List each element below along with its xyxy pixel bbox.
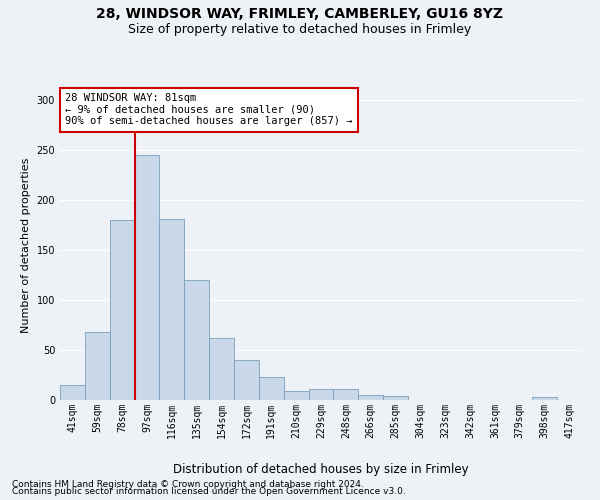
Y-axis label: Number of detached properties: Number of detached properties [21, 158, 31, 332]
Bar [308, 389, 334, 400]
Text: Contains HM Land Registry data © Crown copyright and database right 2024.: Contains HM Land Registry data © Crown c… [12, 480, 364, 489]
Bar [85, 332, 110, 400]
Text: Distribution of detached houses by size in Frimley: Distribution of detached houses by size … [173, 462, 469, 475]
Bar [209, 338, 234, 400]
Bar [234, 360, 259, 400]
Text: 28, WINDSOR WAY, FRIMLEY, CAMBERLEY, GU16 8YZ: 28, WINDSOR WAY, FRIMLEY, CAMBERLEY, GU1… [97, 8, 503, 22]
Bar [259, 377, 284, 400]
Bar [532, 397, 557, 400]
Bar [184, 280, 209, 400]
Bar [284, 391, 308, 400]
Text: Contains public sector information licensed under the Open Government Licence v3: Contains public sector information licen… [12, 487, 406, 496]
Bar [134, 155, 160, 400]
Bar [358, 395, 383, 400]
Bar [160, 219, 184, 400]
Bar [110, 220, 134, 400]
Bar [383, 396, 408, 400]
Bar [60, 385, 85, 400]
Bar [334, 389, 358, 400]
Text: 28 WINDSOR WAY: 81sqm
← 9% of detached houses are smaller (90)
90% of semi-detac: 28 WINDSOR WAY: 81sqm ← 9% of detached h… [65, 93, 353, 126]
Text: Size of property relative to detached houses in Frimley: Size of property relative to detached ho… [128, 22, 472, 36]
